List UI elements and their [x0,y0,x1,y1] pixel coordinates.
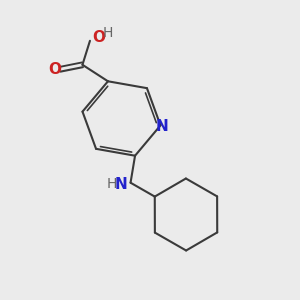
Text: N: N [156,119,168,134]
Text: O: O [92,30,105,45]
Text: H: H [107,177,117,191]
Text: O: O [48,62,61,77]
Text: N: N [115,177,127,192]
Text: H: H [103,26,113,40]
